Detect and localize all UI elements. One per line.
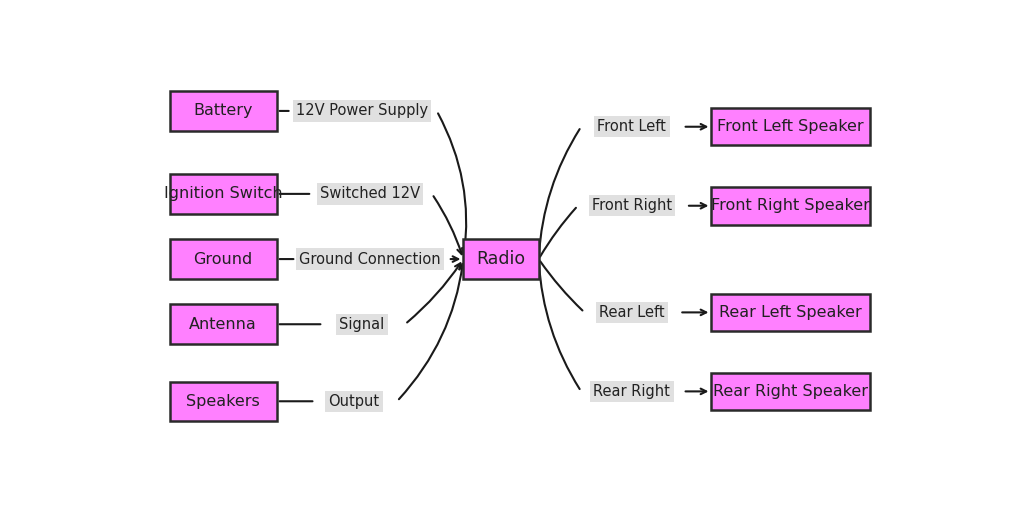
- FancyBboxPatch shape: [170, 91, 276, 131]
- Text: Rear Left Speaker: Rear Left Speaker: [719, 305, 862, 320]
- Text: Output: Output: [329, 394, 380, 409]
- Text: Battery: Battery: [194, 104, 253, 119]
- Text: Front Left: Front Left: [597, 119, 667, 134]
- FancyBboxPatch shape: [170, 382, 276, 421]
- FancyBboxPatch shape: [170, 174, 276, 213]
- FancyBboxPatch shape: [712, 293, 870, 331]
- Text: Ignition Switch: Ignition Switch: [164, 186, 283, 202]
- FancyBboxPatch shape: [463, 239, 539, 279]
- Text: Speakers: Speakers: [186, 394, 260, 409]
- FancyBboxPatch shape: [712, 187, 870, 225]
- FancyBboxPatch shape: [712, 108, 870, 146]
- FancyBboxPatch shape: [712, 372, 870, 410]
- Text: Radio: Radio: [476, 250, 525, 268]
- Text: Front Right: Front Right: [592, 198, 672, 213]
- Text: Ground: Ground: [194, 251, 253, 267]
- Text: Front Right Speaker: Front Right Speaker: [712, 198, 870, 213]
- FancyBboxPatch shape: [170, 239, 276, 279]
- Text: Rear Right Speaker: Rear Right Speaker: [713, 384, 868, 399]
- Text: Rear Left: Rear Left: [599, 305, 665, 320]
- Text: Switched 12V: Switched 12V: [319, 186, 420, 202]
- Text: Ground Connection: Ground Connection: [299, 251, 441, 267]
- Text: Rear Right: Rear Right: [594, 384, 671, 399]
- Text: 12V Power Supply: 12V Power Supply: [296, 104, 428, 119]
- Text: Antenna: Antenna: [189, 317, 257, 332]
- FancyBboxPatch shape: [170, 305, 276, 344]
- Text: Signal: Signal: [340, 317, 385, 332]
- Text: Front Left Speaker: Front Left Speaker: [718, 119, 864, 134]
